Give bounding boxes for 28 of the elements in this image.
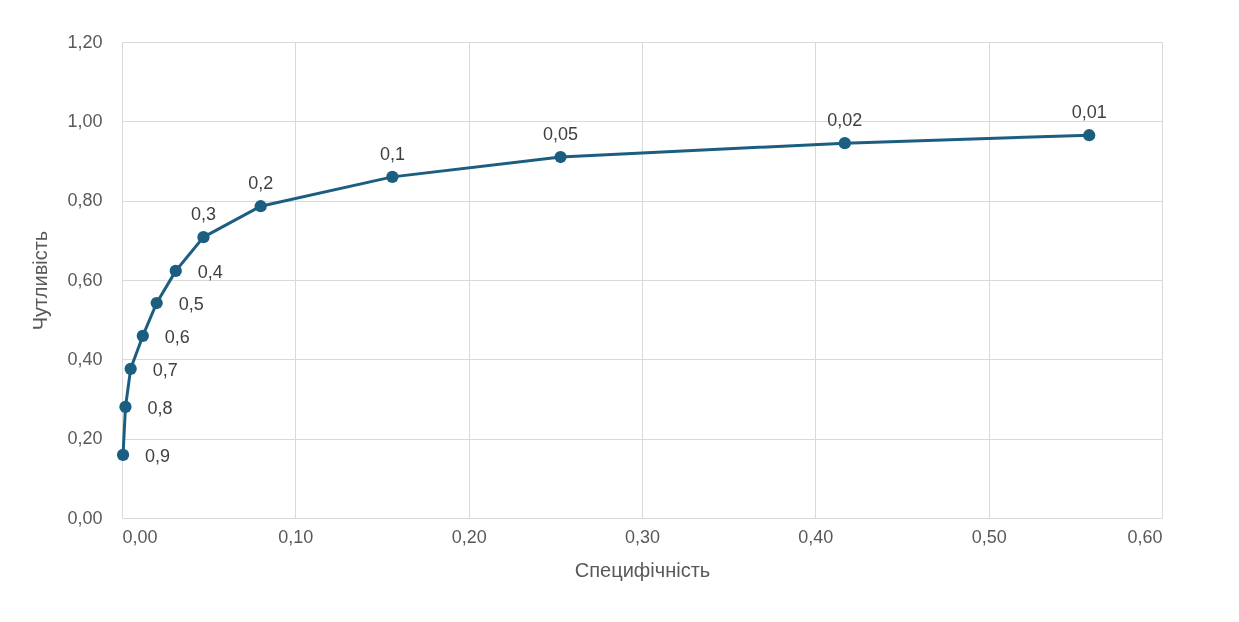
x-tick-label: 0,40 [798, 526, 834, 547]
annotation: 0,3 [190, 204, 216, 225]
annotation: 0,8 [147, 397, 173, 418]
annotation: 0,02 [827, 110, 863, 131]
annotation: 0,5 [178, 294, 204, 315]
annotation: 0,6 [164, 326, 190, 347]
annotation: 0,4 [197, 261, 223, 282]
annotation: 0,05 [543, 124, 579, 145]
y-tick-label: 0,60 [67, 269, 103, 290]
x-tick-label: 0,50 [971, 526, 1007, 547]
y-tick-label: 1,20 [67, 31, 103, 52]
y-tick-label: 0,20 [67, 428, 103, 449]
y-tick-label: 0,40 [67, 348, 103, 369]
y-tick-label: 0,00 [67, 507, 103, 528]
annotation: 0,2 [248, 173, 274, 194]
x-tick-label: 0,00 [122, 526, 158, 547]
x-tick-label: 0,60 [1127, 526, 1163, 547]
annotation: 0,9 [145, 445, 171, 466]
annotation: 0,7 [152, 359, 178, 380]
x-tick-label: 0,30 [624, 526, 661, 547]
annotation: 0,01 [1071, 102, 1107, 123]
y-tick-label: 0,80 [67, 190, 103, 211]
x-tick-label: 0,20 [451, 526, 487, 547]
annotation: 0,1 [379, 143, 405, 164]
x-tick-label: 0,10 [278, 526, 314, 547]
y-axis-title: Чутливість [29, 230, 52, 331]
y-tick-label: 1,00 [67, 110, 103, 131]
x-axis-title: Специфічність [574, 558, 711, 581]
